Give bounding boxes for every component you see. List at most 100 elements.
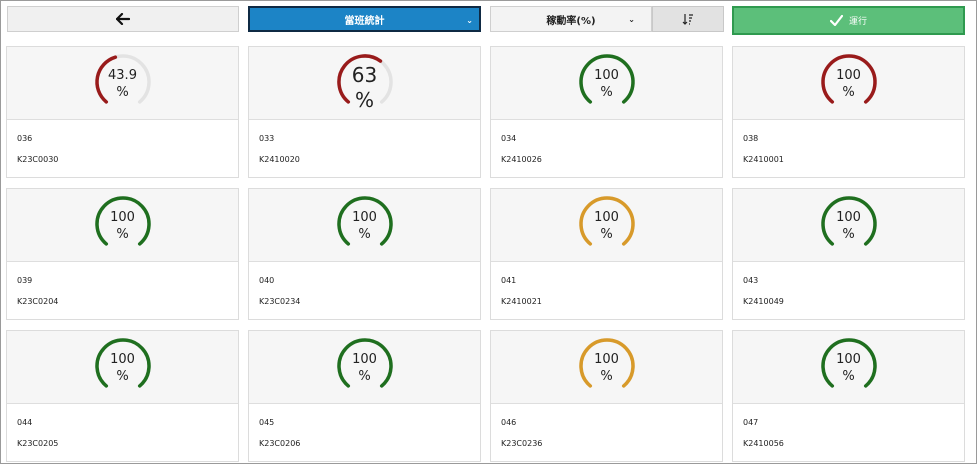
- machine-card[interactable]: 100 % 040 K23C0234: [248, 188, 481, 320]
- chevron-down-icon: ⌄: [628, 15, 635, 24]
- machine-id: 041: [501, 276, 517, 285]
- machine-card[interactable]: 100 % 046 K23C0236: [490, 330, 723, 462]
- machine-id: 046: [501, 418, 517, 427]
- gauge-arc: [820, 196, 877, 246]
- machine-code: K2410021: [501, 297, 542, 306]
- gauge-unit: %: [842, 369, 855, 384]
- utilization-gauge: 100 %: [577, 52, 637, 112]
- gauge-value: 100: [110, 352, 135, 367]
- card-gauge-area: 100 %: [733, 47, 964, 120]
- card-gauge-area: 63 %: [249, 47, 480, 120]
- run-button[interactable]: 運行: [732, 6, 965, 35]
- machine-card[interactable]: 100 % 039 K23C0204: [6, 188, 239, 320]
- run-button-label: 運行: [848, 17, 867, 27]
- machine-card[interactable]: 100 % 038 K2410001: [732, 46, 965, 178]
- machine-id: 045: [259, 418, 275, 427]
- utilization-gauge: 100 %: [93, 336, 153, 396]
- machine-code: K23C0030: [17, 155, 59, 164]
- machine-id: 034: [501, 134, 517, 143]
- gauge-arc: [578, 338, 635, 388]
- gauge-arc: [336, 54, 393, 104]
- back-button[interactable]: [7, 6, 239, 32]
- chevron-down-icon: ⌄: [466, 16, 473, 25]
- shift-select-value: 當班統計: [344, 15, 385, 27]
- card-gauge-area: 100 %: [249, 331, 480, 404]
- gauge-unit: %: [116, 369, 129, 384]
- gauge-unit: %: [354, 88, 374, 112]
- gauge-value: 100: [594, 210, 619, 225]
- machine-card[interactable]: 100 % 044 K23C0205: [6, 330, 239, 462]
- machine-card[interactable]: 100 % 043 K2410049: [732, 188, 965, 320]
- utilization-gauge: 100 %: [577, 336, 637, 396]
- machine-card[interactable]: 63 % 033 K2410020: [248, 46, 481, 178]
- machine-id: 040: [259, 276, 275, 285]
- gauge-unit: %: [358, 369, 371, 384]
- utilization-gauge: 100 %: [335, 336, 395, 396]
- check-icon: [829, 15, 843, 26]
- metric-select[interactable]: 稼動率(%) ⌄: [490, 6, 652, 32]
- arrow-left-icon: [116, 13, 130, 25]
- gauge-value: 100: [836, 352, 861, 367]
- card-gauge-area: 100 %: [733, 189, 964, 262]
- utilization-gauge: 100 %: [335, 194, 395, 254]
- sort-button[interactable]: [652, 6, 724, 32]
- utilization-gauge: 100 %: [819, 336, 879, 396]
- machine-card[interactable]: 43.9 % 036 K23C0030: [6, 46, 239, 178]
- gauge-unit: %: [842, 85, 855, 100]
- machine-id: 044: [17, 418, 33, 427]
- card-gauge-area: 100 %: [7, 189, 238, 262]
- gauge-value: 43.9: [108, 68, 137, 83]
- utilization-gauge: 43.9 %: [93, 52, 153, 112]
- card-gauge-area: 100 %: [7, 331, 238, 404]
- gauge-arc: [94, 338, 151, 388]
- gauge-value: 100: [836, 210, 861, 225]
- sort-descending-icon: [682, 14, 693, 25]
- shift-select[interactable]: 當班統計 ⌄: [248, 6, 481, 32]
- machine-code: K23C0236: [501, 439, 543, 448]
- toolbar: 當班統計 ⌄ 稼動率(%) ⌄ 運行: [7, 6, 965, 35]
- machine-code: K23C0205: [17, 439, 59, 448]
- gauge-arc: [820, 338, 877, 388]
- machine-card[interactable]: 100 % 041 K2410021: [490, 188, 723, 320]
- machine-code: K2410056: [743, 439, 784, 448]
- card-gauge-area: 100 %: [491, 189, 722, 262]
- machine-card[interactable]: 100 % 034 K2410026: [490, 46, 723, 178]
- machine-card[interactable]: 100 % 045 K23C0206: [248, 330, 481, 462]
- machine-id: 038: [743, 134, 759, 143]
- machine-code: K23C0234: [259, 297, 301, 306]
- utilization-gauge: 100 %: [819, 194, 879, 254]
- machine-code: K2410001: [743, 155, 784, 164]
- card-gauge-area: 100 %: [733, 331, 964, 404]
- gauge-value: 100: [110, 210, 135, 225]
- machine-code: K2410026: [501, 155, 542, 164]
- utilization-gauge: 100 %: [819, 52, 879, 112]
- machine-id: 043: [743, 276, 759, 285]
- gauge-unit: %: [116, 85, 129, 100]
- utilization-gauge: 100 %: [577, 194, 637, 254]
- gauge-arc: [820, 54, 877, 104]
- utilization-gauge: 100 %: [93, 194, 153, 254]
- gauge-arc: [578, 54, 635, 104]
- card-gauge-area: 100 %: [491, 331, 722, 404]
- machine-code: K23C0206: [259, 439, 301, 448]
- gauge-unit: %: [600, 227, 613, 242]
- card-gauge-area: 100 %: [249, 189, 480, 262]
- gauge-value: 100: [352, 352, 377, 367]
- machine-id: 039: [17, 276, 33, 285]
- gauge-unit: %: [116, 227, 129, 242]
- machine-id: 047: [743, 418, 759, 427]
- gauge-unit: %: [842, 227, 855, 242]
- gauge-arc: [336, 196, 393, 246]
- gauge-value: 100: [594, 68, 619, 83]
- machine-code: K2410020: [259, 155, 300, 164]
- gauge-arc: [94, 196, 151, 246]
- metric-select-value: 稼動率(%): [546, 15, 596, 27]
- gauge-unit: %: [600, 85, 613, 100]
- utilization-gauge: 63 %: [335, 52, 395, 112]
- gauge-value: 100: [594, 352, 619, 367]
- gauge-unit: %: [358, 227, 371, 242]
- machine-card[interactable]: 100 % 047 K2410056: [732, 330, 965, 462]
- card-gauge-area: 43.9 %: [7, 47, 238, 120]
- machine-code: K23C0204: [17, 297, 59, 306]
- gauge-value: 100: [352, 210, 377, 225]
